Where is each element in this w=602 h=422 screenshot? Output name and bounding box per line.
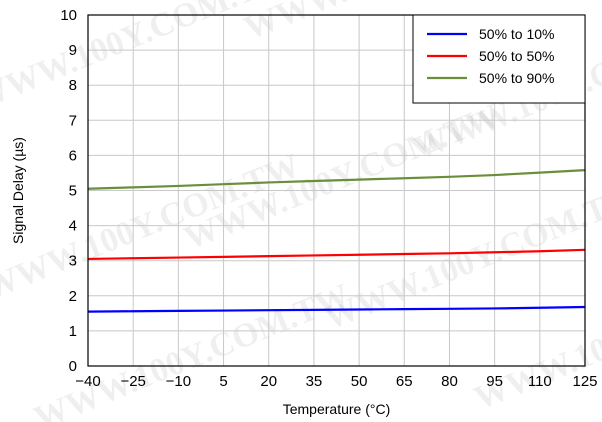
watermark-text: WWW.100Y.COM.TW [469,257,602,417]
y-tick-label: 0 [69,358,77,375]
legend-box [412,14,586,104]
x-tick-label: 5 [219,373,227,390]
x-tick-label: −25 [120,373,145,390]
y-axis-title: Signal Delay (µs) [10,137,26,244]
y-tick-label: 3 [69,253,77,270]
y-tick-label: 4 [69,218,77,235]
x-axis-title: Temperature (°C) [283,401,391,417]
x-tick-label: 65 [396,373,413,390]
x-tick-label: 80 [441,373,458,390]
x-tick-labels: −40 −25 −10 5 20 35 50 65 80 95 110 125 [75,373,597,390]
y-tick-label: 6 [69,147,77,164]
x-tick-label: 35 [306,373,323,390]
series-line-1 [87,305,586,313]
legend: 50% to 10% 50% to 50% 50% to 90% [412,14,586,104]
y-tick-label: 2 [69,288,77,305]
watermark-text: WWW.100Y.COM.TW [319,177,602,337]
y-tick-label: 9 [69,42,77,59]
y-tick-labels: 0 1 2 3 4 5 6 7 8 9 10 [60,7,77,375]
x-tick-label: 110 [528,373,552,390]
series-line-3 [87,169,586,190]
y-tick-label: 10 [60,7,77,24]
legend-label-2: 50% to 50% [479,48,555,64]
series-line-2 [87,248,586,261]
x-tick-label: 50 [351,373,368,390]
legend-label-3: 50% to 90% [479,70,555,86]
x-tick-label: 95 [486,373,503,390]
legend-label-1: 50% to 10% [479,26,555,42]
x-tick-label: 20 [260,373,277,390]
x-tick-label: 125 [572,373,597,390]
y-tick-label: 5 [69,183,77,200]
x-tick-label: −40 [75,373,100,390]
series-lines [87,169,586,313]
y-tick-label: 7 [69,112,77,129]
x-tick-label: −10 [166,373,191,390]
y-tick-label: 8 [69,77,77,94]
plot-frame [87,14,586,367]
y-tick-label: 1 [69,323,77,340]
